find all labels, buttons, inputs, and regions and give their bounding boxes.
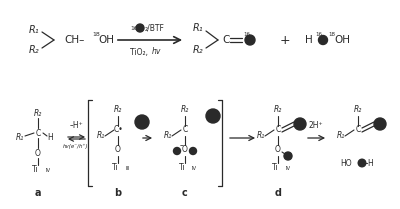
Text: 2H⁺: 2H⁺ (309, 121, 323, 130)
Text: hv(e⁻/h⁺): hv(e⁻/h⁺) (63, 143, 89, 149)
Text: R₂: R₂ (114, 106, 122, 115)
Text: C•: C• (113, 125, 123, 135)
Text: O: O (275, 145, 281, 154)
Text: c: c (182, 188, 188, 198)
Text: R₁: R₁ (193, 23, 203, 33)
Text: R₂: R₂ (34, 108, 42, 117)
Circle shape (374, 118, 386, 130)
Text: OH: OH (98, 35, 114, 45)
Text: R₁: R₁ (337, 131, 345, 140)
Text: C: C (182, 125, 188, 135)
Text: R₁: R₁ (16, 134, 24, 143)
Text: H: H (305, 35, 313, 45)
Circle shape (174, 148, 180, 154)
Text: HO: HO (340, 158, 352, 167)
Circle shape (206, 109, 220, 123)
Text: R₂: R₂ (354, 106, 362, 115)
Circle shape (318, 36, 328, 45)
Text: CH–: CH– (64, 35, 84, 45)
Text: C: C (275, 125, 281, 135)
Text: 18: 18 (92, 33, 100, 37)
Text: 16: 16 (243, 32, 250, 37)
Circle shape (284, 152, 292, 160)
Text: H: H (367, 158, 373, 167)
Text: O: O (182, 145, 188, 154)
Text: O: O (115, 145, 121, 154)
Text: III: III (125, 166, 130, 171)
Circle shape (358, 159, 366, 167)
Text: Ti: Ti (272, 163, 278, 172)
Text: a: a (35, 188, 41, 198)
Text: Ti: Ti (112, 163, 118, 172)
Text: IV: IV (192, 166, 197, 171)
Text: R₂: R₂ (193, 45, 203, 55)
Text: +: + (280, 33, 290, 46)
Text: –: – (180, 141, 184, 150)
Text: R₂: R₂ (181, 106, 189, 115)
Text: R₁: R₁ (97, 131, 105, 140)
Text: –H⁺: –H⁺ (69, 121, 83, 130)
Text: TiO₂,: TiO₂, (130, 47, 150, 56)
Text: ₂/BTF: ₂/BTF (145, 23, 165, 33)
Text: R₂: R₂ (29, 45, 39, 55)
Text: H: H (47, 134, 53, 143)
Circle shape (245, 35, 255, 45)
Text: C: C (355, 125, 361, 135)
Circle shape (135, 115, 149, 129)
Text: 18: 18 (328, 32, 335, 37)
Circle shape (136, 24, 144, 32)
Text: Ti: Ti (32, 166, 38, 175)
Text: d: d (274, 188, 282, 198)
Text: IV: IV (285, 166, 290, 171)
Text: R₁: R₁ (29, 25, 39, 35)
Text: 16: 16 (315, 32, 322, 37)
Text: Ti: Ti (179, 163, 185, 172)
Text: IV: IV (45, 167, 50, 172)
Text: hv: hv (152, 47, 161, 56)
Text: b: b (114, 188, 122, 198)
Circle shape (294, 118, 306, 130)
Text: C: C (35, 129, 41, 138)
Text: R₁: R₁ (164, 131, 172, 140)
Text: R₂: R₂ (274, 106, 282, 115)
Text: OH: OH (334, 35, 350, 45)
Text: 16: 16 (130, 25, 138, 31)
Circle shape (190, 148, 196, 154)
Text: R₁: R₁ (257, 131, 265, 140)
Text: C: C (222, 35, 229, 45)
Text: O: O (35, 149, 41, 158)
